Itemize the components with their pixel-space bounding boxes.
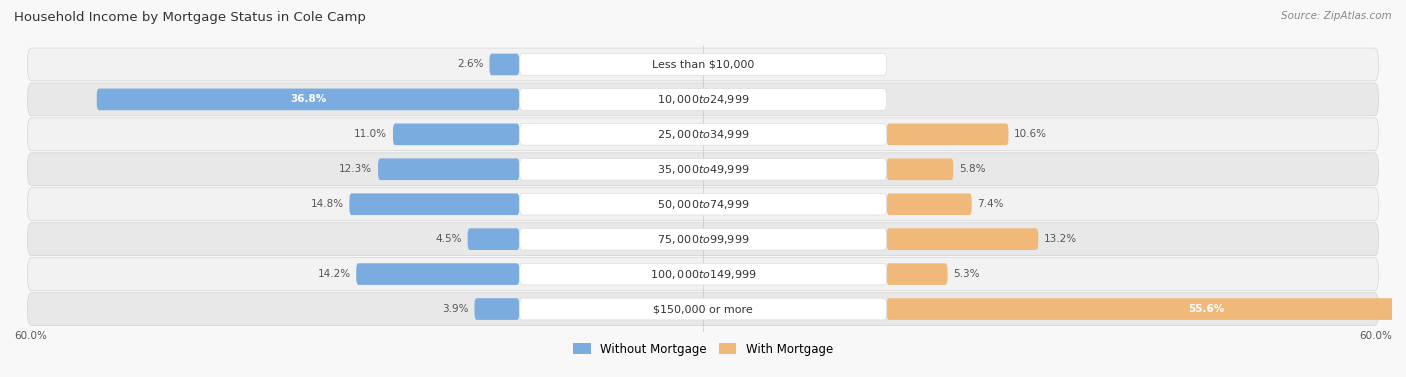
- Text: 5.3%: 5.3%: [953, 269, 980, 279]
- FancyBboxPatch shape: [519, 263, 887, 285]
- Text: Source: ZipAtlas.com: Source: ZipAtlas.com: [1281, 11, 1392, 21]
- Text: $50,000 to $74,999: $50,000 to $74,999: [657, 198, 749, 211]
- FancyBboxPatch shape: [468, 228, 519, 250]
- Text: $25,000 to $34,999: $25,000 to $34,999: [657, 128, 749, 141]
- Text: 55.6%: 55.6%: [1188, 304, 1225, 314]
- FancyBboxPatch shape: [392, 124, 519, 145]
- Text: 12.3%: 12.3%: [339, 164, 373, 174]
- FancyBboxPatch shape: [887, 298, 1406, 320]
- FancyBboxPatch shape: [887, 228, 1038, 250]
- FancyBboxPatch shape: [28, 153, 1378, 186]
- Text: 4.5%: 4.5%: [436, 234, 461, 244]
- FancyBboxPatch shape: [489, 54, 519, 75]
- FancyBboxPatch shape: [887, 158, 953, 180]
- FancyBboxPatch shape: [28, 258, 1378, 291]
- Text: $10,000 to $24,999: $10,000 to $24,999: [657, 93, 749, 106]
- Text: Household Income by Mortgage Status in Cole Camp: Household Income by Mortgage Status in C…: [14, 11, 366, 24]
- FancyBboxPatch shape: [28, 83, 1378, 116]
- Text: $150,000 or more: $150,000 or more: [654, 304, 752, 314]
- FancyBboxPatch shape: [519, 298, 887, 320]
- Legend: Without Mortgage, With Mortgage: Without Mortgage, With Mortgage: [568, 338, 838, 360]
- FancyBboxPatch shape: [28, 293, 1378, 325]
- FancyBboxPatch shape: [28, 118, 1378, 151]
- FancyBboxPatch shape: [28, 223, 1378, 256]
- FancyBboxPatch shape: [887, 124, 1008, 145]
- Text: 14.2%: 14.2%: [318, 269, 350, 279]
- FancyBboxPatch shape: [28, 48, 1378, 81]
- Text: $75,000 to $99,999: $75,000 to $99,999: [657, 233, 749, 246]
- FancyBboxPatch shape: [519, 124, 887, 145]
- Text: $35,000 to $49,999: $35,000 to $49,999: [657, 163, 749, 176]
- FancyBboxPatch shape: [97, 89, 519, 110]
- FancyBboxPatch shape: [474, 298, 519, 320]
- Text: 3.9%: 3.9%: [443, 304, 468, 314]
- Text: 14.8%: 14.8%: [311, 199, 343, 209]
- Text: $100,000 to $149,999: $100,000 to $149,999: [650, 268, 756, 280]
- FancyBboxPatch shape: [378, 158, 519, 180]
- FancyBboxPatch shape: [28, 188, 1378, 221]
- FancyBboxPatch shape: [887, 193, 972, 215]
- Text: 10.6%: 10.6%: [1014, 129, 1047, 139]
- FancyBboxPatch shape: [349, 193, 519, 215]
- Text: 7.4%: 7.4%: [977, 199, 1004, 209]
- Text: Less than $10,000: Less than $10,000: [652, 60, 754, 69]
- FancyBboxPatch shape: [887, 263, 948, 285]
- Text: 36.8%: 36.8%: [290, 94, 326, 104]
- Text: 5.8%: 5.8%: [959, 164, 986, 174]
- Text: 60.0%: 60.0%: [1360, 331, 1392, 341]
- FancyBboxPatch shape: [519, 89, 887, 110]
- FancyBboxPatch shape: [519, 228, 887, 250]
- Text: 60.0%: 60.0%: [14, 331, 46, 341]
- FancyBboxPatch shape: [519, 158, 887, 180]
- FancyBboxPatch shape: [519, 54, 887, 75]
- Text: 11.0%: 11.0%: [354, 129, 387, 139]
- Text: 13.2%: 13.2%: [1045, 234, 1077, 244]
- FancyBboxPatch shape: [356, 263, 519, 285]
- FancyBboxPatch shape: [519, 193, 887, 215]
- Text: 2.6%: 2.6%: [457, 60, 484, 69]
